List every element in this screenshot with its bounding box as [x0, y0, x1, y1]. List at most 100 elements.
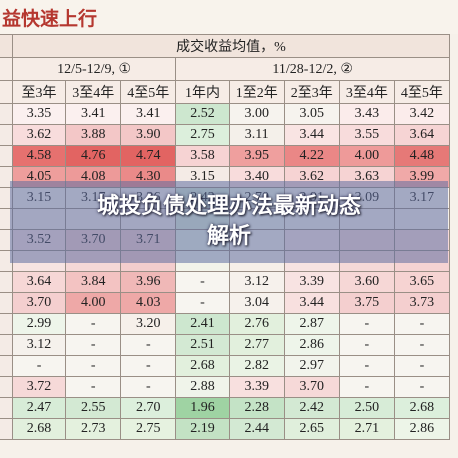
yield-cell: 2.68 [393, 397, 451, 419]
yield-cell: 3.58 [175, 145, 230, 167]
table-row: 3.72- -2.88 3.39 3.70- - [0, 376, 451, 398]
row-label-cell [0, 418, 13, 440]
yield-cell: 3.64 [393, 124, 451, 146]
table-row: 3.62 3.88 3.90 2.75 3.11 3.44 3.55 3.64 [0, 124, 451, 146]
yield-cell: - [338, 355, 395, 377]
yield-cell: 2.68 [11, 418, 67, 440]
yield-cell: - [65, 334, 122, 356]
yield-cell: 3.75 [338, 292, 395, 314]
yield-cell: - [393, 313, 451, 335]
yield-cell: 3.70 [283, 376, 340, 398]
yield-cell: 2.73 [65, 418, 122, 440]
yield-cell: 2.86 [283, 334, 340, 356]
yield-cell: - [175, 292, 230, 314]
corner-cell [0, 34, 13, 58]
page-title: 益快速上行 [0, 0, 458, 34]
yield-cell: - [120, 334, 177, 356]
yield-cell: 3.72 [11, 376, 67, 398]
table-row: - - -2.68 2.82 2.97- - [0, 355, 451, 377]
corner-cell [0, 80, 13, 104]
table-row: 2.47 2.55 2.70 1.96 2.28 2.42 2.50 2.68 [0, 397, 451, 419]
row-label-cell [0, 271, 13, 293]
table-row: 4.58 4.76 4.74 3.58 3.95 4.22 4.00 4.48 [0, 145, 451, 167]
row-label-cell [0, 124, 13, 146]
yield-cell: - [393, 334, 451, 356]
table-row: 3.70 4.00 4.03-3.04 3.44 3.75 3.73 [0, 292, 451, 314]
table-main-header: 成交收益均值，% [11, 34, 451, 58]
yield-cell: - [11, 355, 67, 377]
yield-cell: - [393, 355, 451, 377]
row-label-cell [0, 292, 13, 314]
yield-cell: 2.75 [120, 418, 177, 440]
yield-cell: 2.76 [228, 313, 285, 335]
yield-cell: 3.11 [228, 124, 285, 146]
yield-cell: 3.41 [65, 103, 122, 125]
yield-cell: 3.20 [120, 313, 177, 335]
yield-cell: 3.44 [283, 124, 340, 146]
yield-cell: - [65, 355, 122, 377]
row-label-cell [0, 250, 13, 272]
yield-cell: 3.41 [120, 103, 177, 125]
yield-cell: - [175, 271, 230, 293]
yield-cell: 3.88 [65, 124, 122, 146]
row-label-cell [0, 313, 13, 335]
yield-cell: 3.42 [393, 103, 451, 125]
yield-cell: 2.44 [228, 418, 285, 440]
yield-cell: 3.65 [393, 271, 451, 293]
term-header: 至3年 [11, 80, 67, 104]
term-header: 1至2年 [228, 80, 285, 104]
yield-cell: 4.48 [393, 145, 451, 167]
yield-cell: - [338, 376, 395, 398]
yield-cell: 4.76 [65, 145, 122, 167]
table-body: 3.35 3.41 3.41 2.52 3.00 3.05 3.43 3.42 3.62 3.88… [0, 103, 451, 440]
row-label-cell [0, 103, 13, 125]
yield-cell: 2.87 [283, 313, 340, 335]
yield-cell: 2.28 [228, 397, 285, 419]
yield-cell: 2.71 [338, 418, 395, 440]
term-header: 3至4年 [65, 80, 122, 104]
yield-cell: 4.00 [338, 145, 395, 167]
yield-cell: 3.35 [11, 103, 67, 125]
yield-cell: 3.73 [393, 292, 451, 314]
corner-cell [0, 57, 13, 81]
yield-cell: - [65, 313, 122, 335]
yield-cell: - [393, 376, 451, 398]
row-label-cell [0, 229, 13, 251]
headline-banner[interactable]: 城投负债处理办法最新动态 解析 [10, 181, 448, 263]
yield-cell: 2.47 [11, 397, 67, 419]
yield-cell: 3.84 [65, 271, 122, 293]
yield-cell: 2.65 [283, 418, 340, 440]
yield-cell: 3.95 [228, 145, 285, 167]
row-label-cell [0, 334, 13, 356]
yield-cell: 2.68 [175, 355, 230, 377]
yield-cell: 2.55 [65, 397, 122, 419]
table-row: 3.35 3.41 3.41 2.52 3.00 3.05 3.43 3.42 [0, 103, 451, 125]
yield-cell: 2.97 [283, 355, 340, 377]
yield-cell: 2.82 [228, 355, 285, 377]
term-header: 4至5年 [120, 80, 177, 104]
headline-line-2: 解析 [206, 224, 251, 249]
yield-cell: 2.77 [228, 334, 285, 356]
yield-cell: - [338, 334, 395, 356]
yield-cell: 2.86 [393, 418, 451, 440]
page-title-text: 益快速上行 [2, 7, 98, 30]
yield-cell: - [65, 376, 122, 398]
yield-cell: 3.04 [228, 292, 285, 314]
yield-cell: 3.62 [11, 124, 67, 146]
yield-cell: - [338, 313, 395, 335]
term-header: 3至4年 [338, 80, 395, 104]
yield-cell: 3.12 [11, 334, 67, 356]
yield-cell: 3.64 [11, 271, 67, 293]
row-label-cell [0, 355, 13, 377]
yield-cell: 3.39 [283, 271, 340, 293]
yield-cell: 2.51 [175, 334, 230, 356]
yield-cell: 3.43 [338, 103, 395, 125]
yield-cell: 3.44 [283, 292, 340, 314]
period-1-header: 12/5-12/9, ① [11, 57, 177, 81]
yield-cell: 2.75 [175, 124, 230, 146]
yield-cell: 2.42 [283, 397, 340, 419]
row-label-cell [0, 145, 13, 167]
yield-cell: 3.90 [120, 124, 177, 146]
yield-cell: 4.58 [11, 145, 67, 167]
yield-cell: 2.50 [338, 397, 395, 419]
